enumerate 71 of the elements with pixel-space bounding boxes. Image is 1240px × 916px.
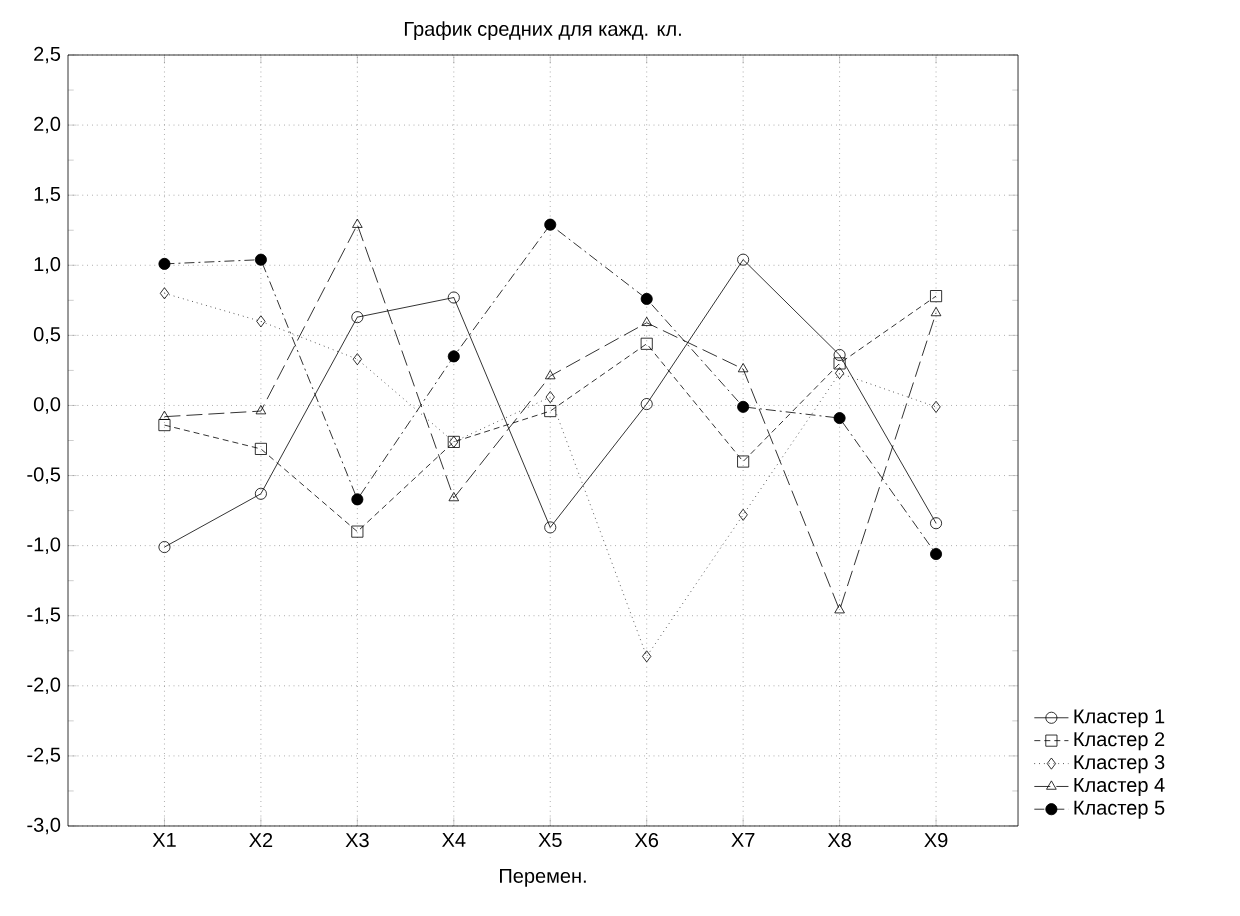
y-tick-label: -3,0 — [27, 817, 61, 835]
x-tick-label: X1 — [152, 833, 176, 847]
chart-title: График средних для кажд. кл. — [404, 21, 681, 40]
legend-label: Кластер 2 — [1074, 732, 1165, 751]
point — [448, 491, 460, 502]
x-tick-label: X8 — [827, 833, 851, 848]
point — [737, 400, 750, 413]
point — [545, 370, 556, 380]
point — [352, 218, 363, 228]
legend-label: Кластер 3 — [1074, 755, 1165, 774]
point — [642, 650, 652, 663]
point — [834, 604, 845, 614]
legend-label: Кластер 1 — [1074, 709, 1165, 728]
point — [255, 405, 267, 415]
point — [254, 253, 267, 266]
point — [158, 257, 171, 270]
point — [351, 311, 364, 324]
point — [737, 253, 750, 266]
point — [351, 493, 364, 506]
point — [833, 357, 846, 370]
point — [931, 400, 941, 413]
y-tick-label: 2,0 — [34, 116, 61, 134]
y-tick-label: 1,5 — [34, 187, 61, 204]
legend-label: Кластер 5 — [1074, 800, 1165, 819]
point — [256, 315, 266, 328]
point — [447, 350, 460, 363]
point — [833, 348, 846, 361]
y-tick-label: -2,5 — [27, 747, 61, 765]
x-tick-label: X2 — [249, 833, 273, 848]
x-tick-label: X6 — [634, 833, 659, 848]
y-tick-label: 0,5 — [33, 327, 61, 344]
point — [351, 525, 364, 538]
legend-label: Кластер 4 — [1074, 778, 1165, 796]
point — [640, 337, 653, 350]
point — [254, 442, 267, 455]
y-tick-label: -0,5 — [27, 467, 61, 484]
x-axis-title: Перемен. — [500, 868, 586, 887]
point — [545, 391, 555, 404]
point — [158, 541, 171, 554]
x-tick-label: X4 — [442, 833, 466, 847]
point — [158, 419, 171, 432]
y-tick-label: 2,5 — [34, 46, 61, 64]
x-tick-label: X5 — [538, 833, 562, 848]
point — [930, 290, 943, 303]
point — [254, 487, 267, 500]
point — [641, 316, 652, 326]
point — [930, 517, 943, 530]
point — [544, 521, 557, 534]
point — [737, 363, 749, 373]
point — [352, 353, 362, 366]
y-tick-label: -2,0 — [27, 677, 61, 695]
point — [930, 306, 942, 317]
x-tick-label: X9 — [924, 833, 948, 848]
point — [447, 291, 460, 304]
point — [544, 405, 557, 418]
x-tick-label: X3 — [345, 833, 369, 848]
y-tick-label: -1,5 — [27, 607, 61, 624]
y-tick-label: 1,0 — [34, 257, 61, 274]
x-tick-label: X7 — [731, 833, 755, 847]
point — [159, 287, 170, 300]
point — [738, 508, 748, 521]
point — [835, 367, 845, 380]
y-tick-label: -1,0 — [27, 537, 61, 554]
point — [544, 218, 557, 231]
point — [640, 292, 653, 305]
point — [833, 412, 846, 425]
y-tick-label: 0,0 — [33, 397, 61, 414]
point — [640, 398, 653, 411]
point — [159, 410, 170, 420]
point — [737, 455, 750, 468]
point — [930, 548, 943, 561]
